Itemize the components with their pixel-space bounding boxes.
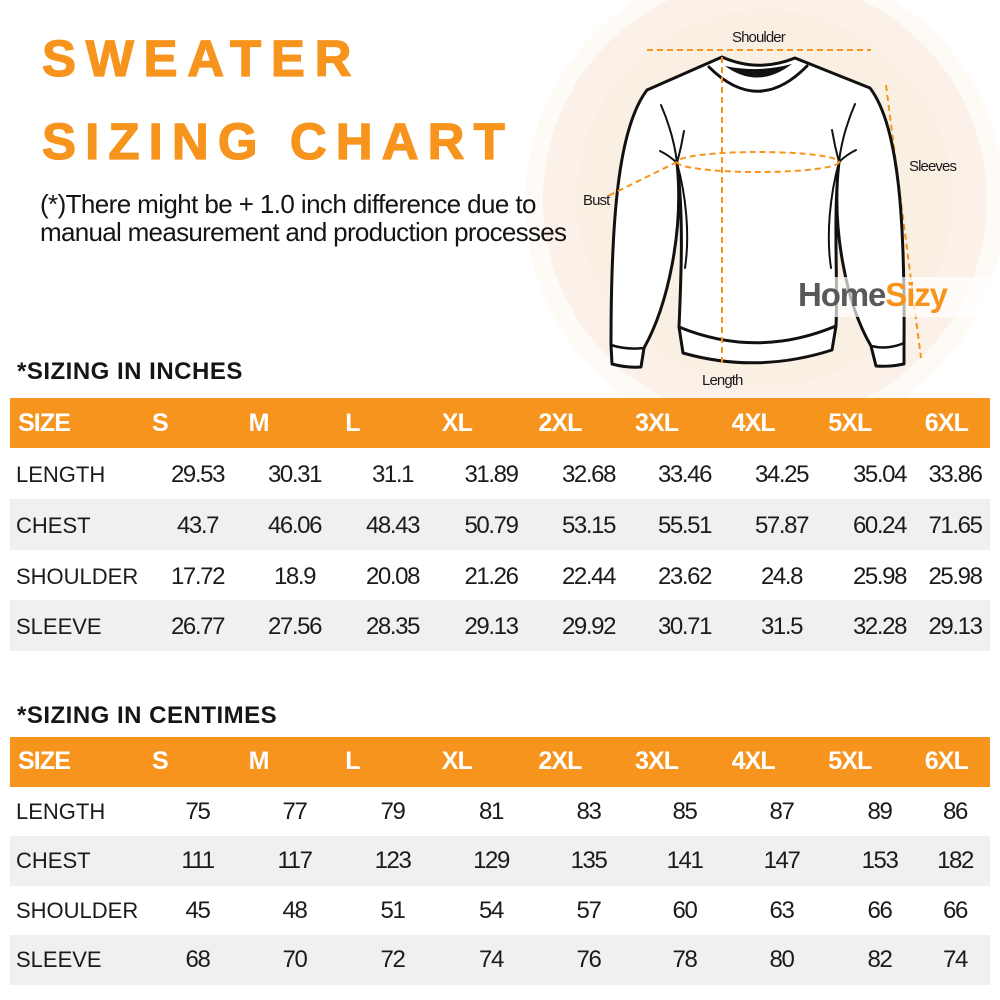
svg-text:HomeSizy: HomeSizy [798, 276, 949, 313]
